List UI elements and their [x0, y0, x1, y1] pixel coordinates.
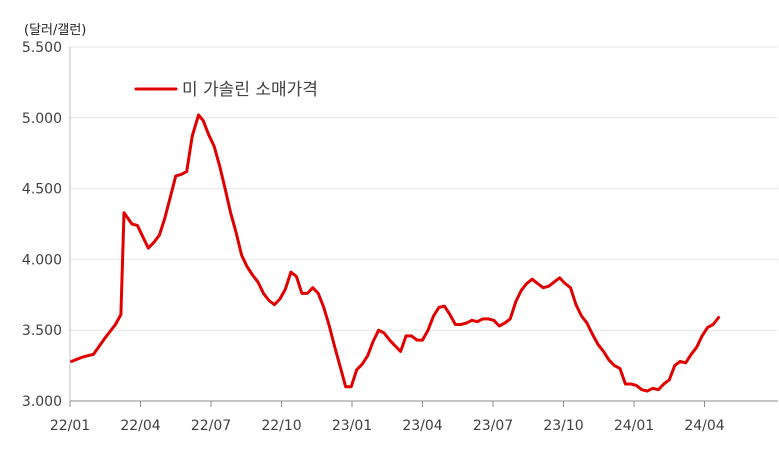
x-tick-label: 22/04: [120, 418, 160, 434]
y-tick-label: 3.500: [22, 323, 62, 339]
x-tick-label: 23/01: [332, 418, 372, 434]
y-tick-labels: 3.000 3.500 4.000 4.500 5.000 5.500: [22, 40, 62, 410]
legend-label: 미 가솔린 소매가격: [182, 80, 318, 100]
y-unit-label: (달러/갤런): [24, 23, 86, 38]
series-line: [70, 113, 721, 393]
x-tick-label: 23/10: [543, 418, 583, 434]
x-tick-label: 23/07: [473, 418, 513, 434]
y-tick-label: 5.500: [22, 40, 62, 56]
series-layer: [70, 113, 721, 393]
y-tick-label: 4.500: [22, 182, 62, 198]
x-tick-label: 22/10: [261, 418, 301, 434]
x-tick-labels: 22/01 22/04 22/07 22/10 23/01 23/04 23/07 23/10…: [50, 418, 725, 434]
x-tick-label: 22/01: [50, 418, 90, 434]
gridlines: [70, 46, 778, 331]
x-tick-label: 24/04: [684, 418, 724, 434]
axes: [69, 47, 778, 407]
y-tick-label: 4.000: [22, 252, 62, 268]
y-tick-label: 3.000: [22, 394, 62, 410]
legend: 미 가솔린 소매가격: [134, 80, 318, 100]
y-tick-label: 5.000: [22, 111, 62, 127]
x-tick-label: 22/07: [191, 418, 231, 434]
x-tick-label: 23/04: [402, 418, 442, 434]
x-tick-label: 24/01: [614, 418, 654, 434]
